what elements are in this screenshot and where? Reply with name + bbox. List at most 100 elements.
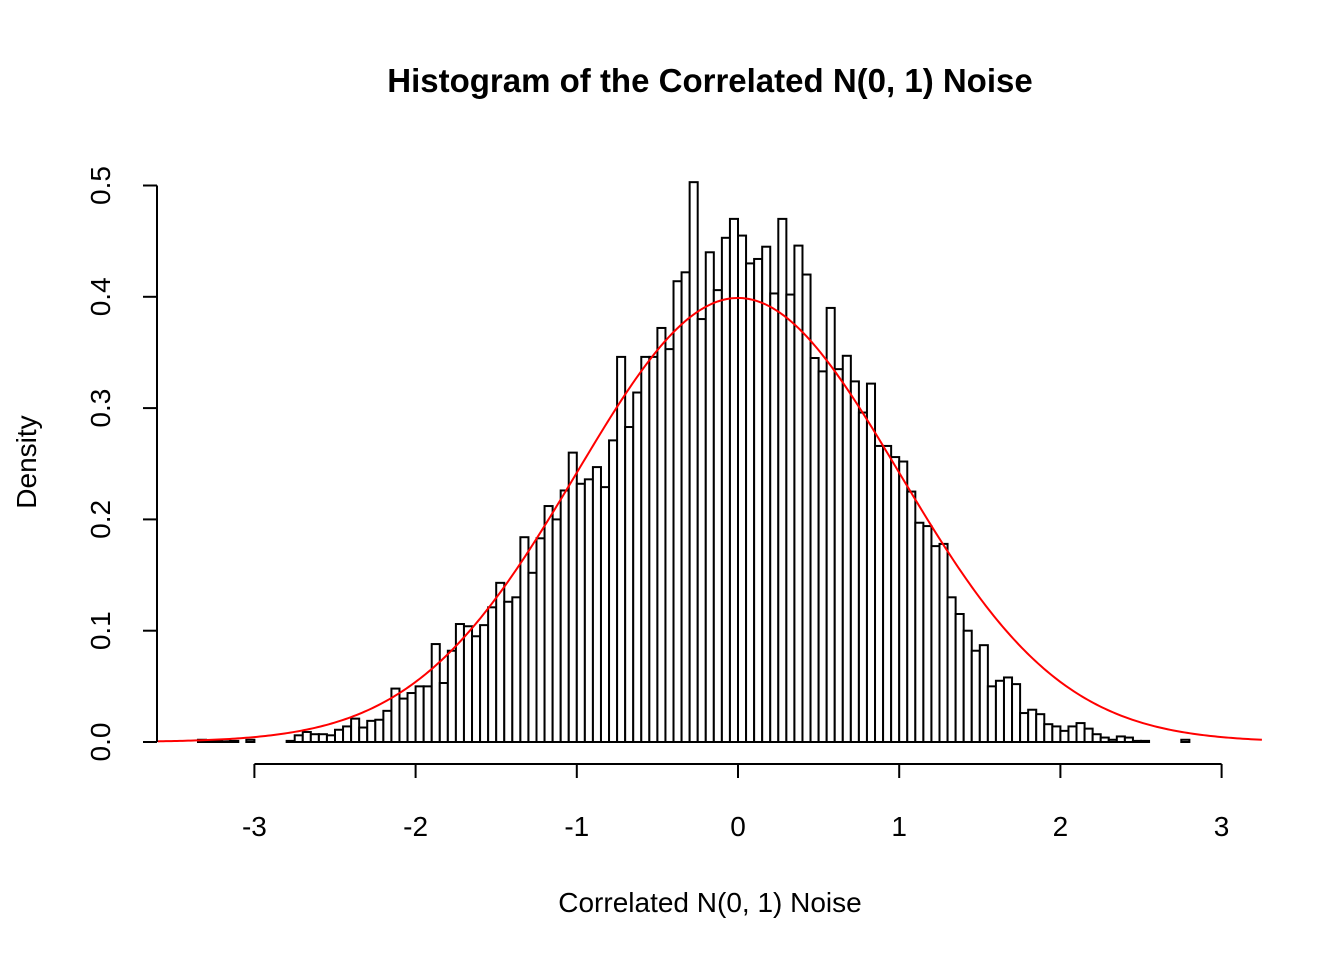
- histogram-bar: [640, 355, 651, 743]
- histogram-bar: [833, 368, 844, 743]
- histogram-bar: [761, 245, 772, 744]
- histogram-bar: [591, 466, 602, 743]
- histogram-bar: [737, 234, 748, 744]
- y-tick-label: 0.0: [85, 723, 116, 762]
- histogram-bar: [769, 292, 780, 743]
- histogram-bar: [986, 685, 997, 743]
- histogram-bar: [793, 244, 804, 743]
- histogram-bar: [672, 280, 683, 743]
- histogram-bar: [664, 348, 675, 743]
- histogram-bar: [616, 355, 627, 743]
- histogram-bar: [559, 489, 570, 743]
- histogram-bar: [325, 734, 337, 744]
- histogram-bar: [898, 460, 909, 743]
- histogram-bar: [938, 542, 949, 744]
- histogram-bar: [890, 456, 901, 743]
- y-tick-label: 0.2: [85, 500, 116, 539]
- histogram-bar: [1035, 713, 1046, 743]
- histogram-bar: [946, 596, 957, 743]
- histogram-bar: [519, 536, 530, 744]
- histogram-bar: [350, 717, 361, 744]
- x-axis: -3 -2 -1 0 1 2 3: [242, 763, 1229, 842]
- histogram-bar: [841, 354, 852, 743]
- normal-density-curve: [157, 296, 1262, 743]
- histogram-bar: [382, 709, 393, 744]
- histogram-bar: [446, 649, 457, 743]
- x-tick-label: 1: [891, 811, 907, 842]
- histogram-bar: [487, 606, 498, 744]
- histogram-bar: [1043, 723, 1054, 744]
- histogram-bar: [398, 697, 409, 744]
- histogram-bar: [535, 537, 546, 743]
- histogram-bar: [543, 505, 554, 744]
- y-axis-label: Density: [11, 415, 42, 508]
- histogram-bar: [511, 596, 522, 743]
- histogram-bar: [438, 682, 449, 744]
- histogram-bar: [777, 217, 788, 743]
- histogram-bar: [551, 518, 562, 744]
- histogram-bar: [213, 739, 224, 744]
- histogram-bar: [865, 382, 877, 743]
- x-tick-label: -3: [242, 811, 267, 842]
- histogram-bar: [930, 545, 941, 743]
- histogram-bar: [430, 643, 441, 743]
- x-tick-label: 2: [1053, 811, 1069, 842]
- histogram-bar: [906, 490, 917, 743]
- histogram-bar: [712, 289, 723, 743]
- histogram-bar: [648, 355, 659, 743]
- histogram-bar: [720, 236, 731, 743]
- histogram-bar: [406, 692, 417, 744]
- histogram-bar: [334, 728, 345, 744]
- histogram-bar: [366, 719, 377, 743]
- histogram-bar: [567, 451, 578, 743]
- histogram-bar: [1140, 739, 1151, 744]
- histogram-bar: [358, 726, 369, 744]
- x-axis-label: Correlated N(0, 1) Noise: [558, 887, 861, 918]
- histogram-bar: [422, 685, 433, 743]
- histogram-bar: [503, 600, 514, 744]
- histogram-bar: [293, 734, 304, 744]
- histogram-bar: [809, 357, 820, 743]
- histogram-bar: [1019, 712, 1030, 743]
- histogram-bar: [583, 478, 594, 743]
- histogram-bar: [994, 679, 1005, 744]
- histogram-bar: [882, 444, 893, 743]
- histogram-bar: [462, 625, 474, 743]
- histogram-bar: [1002, 676, 1014, 744]
- histogram-bar: [970, 649, 981, 743]
- histogram-bar: [229, 739, 240, 744]
- y-tick-label: 0.5: [85, 166, 116, 205]
- histogram-bar: [656, 326, 667, 743]
- histogram-bar: [922, 525, 933, 744]
- histogram-bar: [817, 370, 828, 743]
- histogram-bar: [801, 273, 812, 743]
- histogram-bar: [1059, 729, 1070, 743]
- histogram-bar: [317, 733, 328, 744]
- histogram-bar: [1067, 725, 1078, 743]
- histogram-bar: [680, 271, 691, 743]
- y-tick-label: 0.4: [85, 277, 116, 316]
- histogram-bar: [414, 685, 425, 743]
- histogram-bar: [1011, 683, 1022, 743]
- y-tick-label: 0.1: [85, 611, 116, 650]
- histogram-bar: [632, 391, 643, 743]
- histogram-bar: [1091, 733, 1102, 744]
- histogram-bar: [1180, 738, 1191, 744]
- histogram-bar: [599, 486, 611, 743]
- histogram-bar: [745, 262, 756, 743]
- histogram-bar: [1027, 708, 1038, 743]
- histogram-bar: [785, 293, 796, 743]
- histogram-bar: [1099, 736, 1110, 743]
- histogram-bar: [753, 257, 764, 743]
- histogram-bar: [285, 739, 296, 744]
- histogram-bar: [874, 444, 885, 743]
- histogram-bar: [374, 718, 385, 743]
- histogram-bar: [471, 635, 482, 744]
- bars-group: [196, 181, 1191, 744]
- histogram-bar: [1075, 722, 1086, 744]
- histogram-bar: [205, 739, 216, 744]
- histogram-bar: [704, 251, 715, 743]
- histogram-bar: [954, 613, 965, 743]
- histogram-bar: [857, 411, 868, 743]
